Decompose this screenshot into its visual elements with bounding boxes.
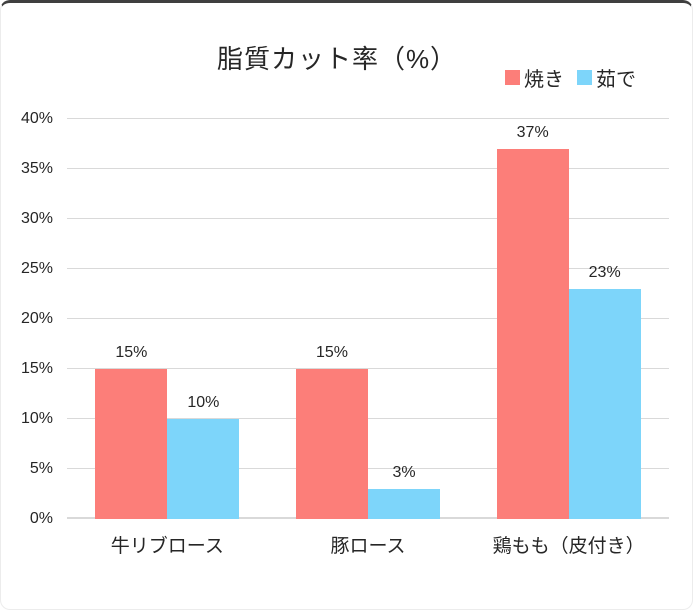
chart-legend: 焼き 茹で (505, 63, 636, 92)
y-tick-label: 0% (29, 510, 53, 527)
legend-label: 焼き (524, 69, 564, 91)
gridline (67, 318, 669, 319)
y-tick-label: 15% (20, 360, 53, 377)
x-category-label: 鶏もも（皮付き） (492, 536, 645, 557)
bar-value-label: 3% (392, 464, 416, 481)
gridline (67, 268, 669, 269)
legend-label: 茹で (596, 69, 636, 91)
legend-swatch-icon (577, 70, 592, 85)
legend-item: 焼き (505, 63, 564, 92)
gridline (67, 218, 669, 219)
legend-swatch-icon (505, 70, 520, 85)
bar-value-label: 15% (115, 344, 148, 361)
bar (296, 369, 368, 519)
y-tick-label: 30% (20, 210, 53, 227)
plot-area: 15% 10% 15% 3% 37% 23% (67, 118, 669, 519)
y-tick-label: 20% (20, 310, 53, 327)
gridline (67, 468, 669, 469)
bar-value-label: 10% (187, 394, 220, 411)
gridline (67, 118, 669, 119)
bar-value-label: 23% (588, 264, 621, 281)
y-tick-label: 5% (29, 460, 53, 477)
gridline (67, 418, 669, 419)
chart-title: 脂質カット率（%） (216, 44, 458, 74)
gridline (67, 368, 669, 369)
legend-item: 茹で (577, 63, 636, 92)
bar (95, 369, 168, 519)
bar-value-label: 15% (315, 344, 349, 361)
bar (568, 289, 641, 519)
y-tick-label: 35% (20, 160, 53, 177)
bar-value-label: 37% (516, 124, 549, 141)
x-category-label: 牛リブロース (110, 536, 224, 557)
x-category-label: 豚ロース (330, 536, 406, 557)
bar (496, 149, 569, 519)
y-tick-label: 40% (20, 110, 53, 127)
y-tick-label: 10% (20, 410, 53, 427)
y-tick-label: 25% (20, 260, 53, 277)
bar (368, 489, 440, 519)
gridline (67, 168, 669, 169)
bar (167, 419, 240, 519)
